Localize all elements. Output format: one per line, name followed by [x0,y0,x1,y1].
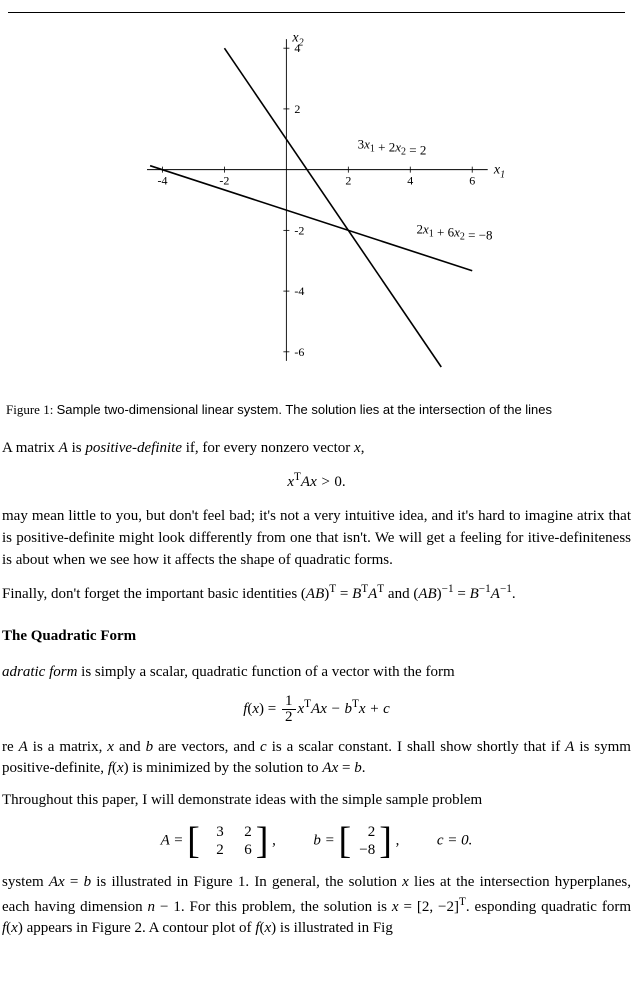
linear-system-plot: -4-224642-2-4-6x1x23x1 + 2x2 = 22x1 + 6x… [107,15,527,385]
figure-number: Figure 1: [6,402,57,417]
figure-1-caption: Figure 1: Sample two-dimensional linear … [6,401,627,420]
t: positive-definite [85,440,182,456]
t: c = 0. [437,832,473,848]
eq-posdef: xTAx > 0. [2,469,631,494]
figure-1: -4-224642-2-4-6x1x23x1 + 2x2 = 22x1 + 6x… [2,15,631,393]
t: b = [313,832,338,848]
t: T [294,471,301,483]
svg-text:x1: x1 [492,163,504,181]
t: is a matrix, [28,739,107,755]
t: is minimized by the solution to [129,760,323,776]
t: 1 [282,694,296,710]
t: . esponding quadratic form [466,899,631,915]
t: ) = [259,701,280,717]
eq-quadform: f(x) = 12xTAx − bTx + c [2,694,631,725]
figure-caption-text: Sample two-dimensional linear system. Th… [57,402,552,417]
eq-sample-matrices: A = [3226] , b = [2−8] , c = 0. [2,822,631,860]
para-quadform-where: re A is a matrix, x and b are vectors, a… [2,737,631,781]
para-system-illustrated: system Ax = b is illustrated in Figure 1… [2,872,631,940]
t: A [368,586,377,602]
svg-text:-4: -4 [157,174,167,188]
t: AB [418,586,436,602]
t: and ( [384,586,418,602]
t: A matrix [2,440,59,456]
t: T [352,698,359,710]
svg-text:4: 4 [407,174,413,188]
section-quadratic-form: The Quadratic Form [2,626,631,648]
t: is [68,440,86,456]
svg-text:3x1 + 2x2 = 2: 3x1 + 2x2 = 2 [357,136,426,157]
para-sample-problem: Throughout this paper, I will demonstrat… [2,790,631,812]
t: x + c [359,701,390,717]
t: B [470,586,479,602]
t: 2 [282,710,296,725]
t: adratic form [2,664,77,680]
svg-text:6: 6 [469,174,475,188]
t: is a scalar constant. I shall show short… [267,739,565,755]
svg-text:-2: -2 [219,174,229,188]
svg-text:-2: -2 [294,223,304,237]
t: is illustrated in Figure 1. In general, … [91,874,402,890]
t: = [454,586,470,602]
svg-text:2: 2 [294,102,300,116]
t: . For this problem, the solution is [181,899,392,915]
t: B [352,586,361,602]
t: Ax > [301,474,334,490]
para-quadform-intro: adratic form is simply a scalar, quadrat… [2,662,631,684]
svg-text:2: 2 [345,174,351,188]
matrix-A: [3226] , [187,822,276,860]
matrix-b: [2−8] , [339,822,400,860]
t: . [512,586,516,602]
para-posdef-explain: may mean little to you, but don't feel b… [2,506,631,571]
para-posdef-intro: A matrix A is positive-definite if, for … [2,438,631,460]
t: and [114,739,146,755]
t: A = [161,832,188,848]
t: is illustrated in Fig [276,920,393,936]
t: system [2,874,49,890]
para-identities: Finally, don't forget the important basi… [2,581,631,606]
header-rule [8,12,625,13]
t: A [491,586,500,602]
t: is simply a scalar, quadratic function o… [77,664,454,680]
t: Finally, don't forget the important basi… [2,586,306,602]
t: appears in Figure 2. A contour plot of [23,920,255,936]
t: Ax − b [311,701,352,717]
t: re [2,739,19,755]
t: if, for every nonzero vector [182,440,354,456]
t: 0. [334,474,345,490]
t: . [362,760,366,776]
t: = [336,586,352,602]
t: AB [306,586,324,602]
svg-text:2x1 + 6x2 = −8: 2x1 + 6x2 = −8 [416,221,492,242]
t: , [361,440,365,456]
svg-text:-4: -4 [294,284,304,298]
t: are vectors, and [153,739,260,755]
svg-text:-6: -6 [294,345,304,359]
